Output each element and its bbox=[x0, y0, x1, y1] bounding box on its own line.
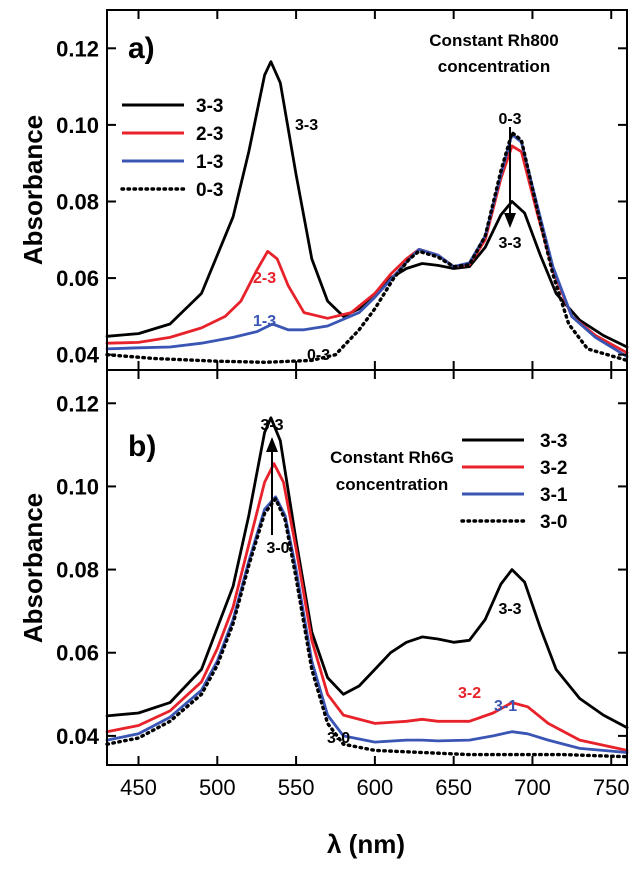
curve-label: 3-3 bbox=[295, 117, 318, 134]
series-line-3-3 bbox=[105, 416, 629, 729]
curve-label: 3-0 bbox=[266, 540, 289, 557]
panel-label: a) bbox=[128, 32, 155, 65]
y-tick-label: 0.04 bbox=[56, 724, 100, 749]
y-tick-label: 0.12 bbox=[56, 391, 99, 416]
series-line-0-3 bbox=[105, 130, 629, 364]
x-tick-label: 500 bbox=[199, 775, 236, 800]
plot-frame bbox=[106, 369, 628, 766]
y-axis-label: Absorbance bbox=[18, 115, 48, 265]
legend-label: 3-2 bbox=[540, 458, 567, 479]
curve-label: 3-3 bbox=[260, 417, 283, 434]
x-axis-label: λ (nm) bbox=[327, 829, 405, 859]
series-line-3-0 bbox=[105, 497, 629, 759]
x-tick-label: 650 bbox=[435, 775, 472, 800]
series-line-1-3 bbox=[105, 133, 629, 358]
legend-label: 3-3 bbox=[196, 96, 223, 117]
y-tick-label: 0.10 bbox=[56, 474, 99, 499]
y-tick-label: 0.06 bbox=[56, 266, 99, 291]
y-tick-label: 0.06 bbox=[56, 641, 99, 666]
curve-label: 3-1 bbox=[494, 698, 517, 715]
legend-label: 3-3 bbox=[540, 431, 567, 452]
legend-label: 3-0 bbox=[540, 512, 567, 533]
annotation-line-2: concentration bbox=[438, 57, 550, 76]
x-tick-label: 750 bbox=[593, 775, 630, 800]
curve-label: 3-2 bbox=[458, 685, 481, 702]
y-tick-label: 0.08 bbox=[56, 189, 99, 214]
y-tick-label: 0.04 bbox=[56, 343, 100, 368]
x-tick-label: 450 bbox=[120, 775, 157, 800]
panel-label: b) bbox=[128, 430, 156, 463]
series-line-3-1 bbox=[105, 495, 629, 754]
annotation-line-1: Constant Rh800 bbox=[429, 31, 558, 50]
annotation-line-1: Constant Rh6G bbox=[330, 448, 454, 467]
curve-label: 3-3 bbox=[498, 601, 521, 618]
curve-label: 0-3 bbox=[307, 347, 330, 364]
trend-arrowhead bbox=[504, 213, 516, 228]
y-tick-label: 0.12 bbox=[56, 36, 99, 61]
curve-label: 1-3 bbox=[253, 313, 276, 330]
x-tick-label: 700 bbox=[514, 775, 551, 800]
panel-a: 0.04 0.06 0.08 0.10 0.12 a) Constant Rh800 c… bbox=[18, 9, 629, 371]
y-tick-label: 0.08 bbox=[56, 558, 99, 583]
legend-label: 1-3 bbox=[196, 152, 223, 173]
curve-label: 0-3 bbox=[498, 111, 521, 128]
legend-label: 2-3 bbox=[196, 124, 223, 145]
series-line-2-3 bbox=[105, 144, 629, 355]
curve-label: 2-3 bbox=[253, 270, 276, 287]
panel-b: 0.04 0.06 0.08 0.10 0.12 450 500 550 600 650 700 7… bbox=[18, 369, 630, 859]
curve-label: 3-0 bbox=[327, 730, 350, 747]
x-tick-label: 550 bbox=[278, 775, 315, 800]
curve-label: 3-3 bbox=[498, 235, 521, 252]
x-tick-label: 600 bbox=[357, 775, 394, 800]
legend: 3-3 3-2 3-1 3-0 bbox=[460, 431, 568, 533]
y-axis-label: Absorbance bbox=[18, 493, 48, 643]
legend-label: 0-3 bbox=[196, 180, 223, 201]
legend: 3-3 2-3 1-3 0-3 bbox=[120, 96, 223, 201]
annotation-line-2: concentration bbox=[336, 475, 448, 494]
y-tick-label: 0.10 bbox=[56, 113, 99, 138]
trend-arrowhead bbox=[266, 437, 278, 452]
legend-label: 3-1 bbox=[540, 485, 568, 506]
series-line-3-2 bbox=[105, 462, 629, 752]
